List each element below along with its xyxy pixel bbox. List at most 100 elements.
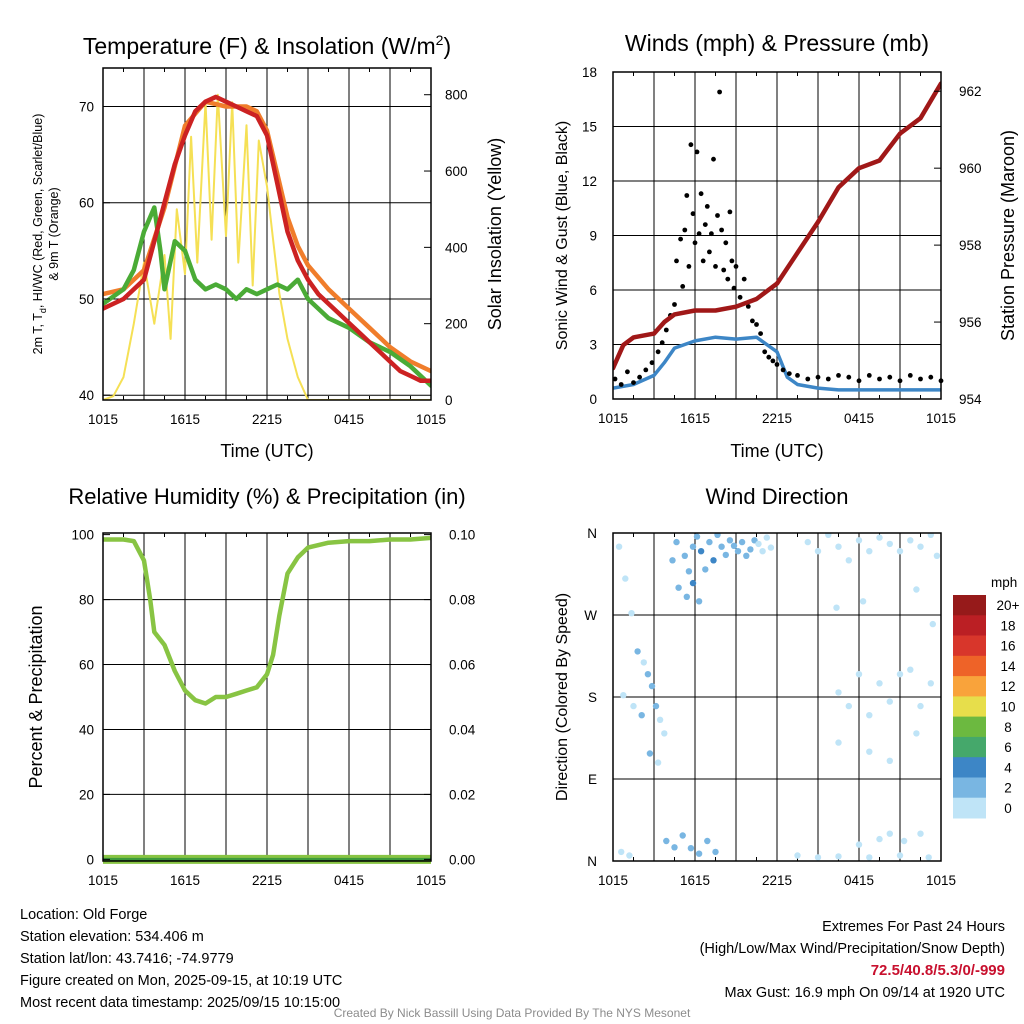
- gust-point: [631, 380, 636, 385]
- direction-point: [689, 543, 697, 550]
- gust-point: [846, 374, 852, 380]
- y2-tick-label: 960: [959, 161, 982, 176]
- gust-point: [877, 376, 882, 382]
- direction-point: [683, 593, 690, 600]
- y-tick-label: N: [587, 526, 597, 541]
- direction-point: [747, 546, 754, 553]
- legend-label: 6: [1004, 740, 1012, 755]
- y-axis-label: Percent & Precipitation: [26, 605, 46, 788]
- direction-point: [866, 748, 873, 755]
- gust-point: [698, 191, 704, 197]
- gust-point: [758, 331, 763, 336]
- y-tick-label: N: [587, 854, 597, 869]
- legend-swatch: [953, 655, 986, 677]
- gust-point: [618, 382, 624, 387]
- gust-point: [674, 258, 679, 264]
- direction-point: [630, 702, 637, 710]
- gust-point: [719, 227, 724, 233]
- direction-point: [876, 680, 883, 687]
- y2-tick-label: 400: [445, 240, 468, 255]
- x-tick-label: 1015: [88, 412, 118, 427]
- gust-point: [766, 354, 772, 360]
- y-tick-label: 6: [589, 283, 597, 298]
- gust-point: [707, 249, 712, 255]
- x-tick-label: 1015: [416, 873, 446, 888]
- legend-swatch: [953, 716, 986, 738]
- gust-point: [672, 302, 677, 307]
- direction-point: [907, 537, 914, 544]
- gust-point: [795, 373, 800, 378]
- direction-point: [712, 848, 719, 856]
- gust-point: [897, 378, 903, 384]
- legend-swatch: [953, 676, 986, 697]
- y-tick-label: 0: [86, 852, 94, 867]
- legend-label: 14: [1000, 659, 1016, 674]
- x-tick-label: 1615: [680, 411, 710, 426]
- y-tick-label: 9: [589, 229, 597, 244]
- series-pressure: [613, 81, 941, 371]
- direction-point: [738, 538, 746, 546]
- direction-point: [702, 566, 709, 573]
- y-tick-label: 15: [582, 120, 597, 135]
- gust-point: [721, 267, 727, 273]
- credit-text: Created By Nick Bassill Using Data Provi…: [333, 1006, 691, 1020]
- direction-point: [730, 542, 738, 549]
- gust-point: [711, 156, 716, 162]
- chart-title: Winds (mph) & Pressure (mb): [625, 30, 929, 56]
- chart-panel-2: 1015 1615 2215 0415 1015 0 20 40 60 80 100 0.00 0.02…: [26, 484, 476, 888]
- direction-point: [618, 848, 625, 856]
- direction-point: [652, 702, 660, 710]
- direction-point: [896, 852, 904, 859]
- chart-title: Relative Humidity (%) & Precipitation (i…: [68, 484, 465, 509]
- gust-point: [612, 376, 618, 382]
- legend-label: 10: [1000, 700, 1015, 715]
- y-axis-label: Sonic Wind & Gust (Blue, Black): [554, 121, 571, 350]
- direction-point: [718, 543, 725, 550]
- direction-point: [759, 548, 766, 555]
- gust-point: [643, 367, 649, 373]
- gust-point: [762, 349, 768, 355]
- direction-point: [794, 852, 801, 859]
- direction-point: [917, 702, 924, 710]
- gust-point: [836, 373, 841, 378]
- direction-point: [638, 712, 645, 719]
- gust-point: [678, 236, 683, 242]
- direction-point: [814, 548, 822, 555]
- gust-point: [625, 369, 630, 375]
- legend-label: 18: [1000, 618, 1015, 633]
- x-tick-label: 1015: [926, 411, 956, 426]
- gust-point: [733, 264, 739, 269]
- gust-point: [684, 193, 690, 198]
- legend-swatch: [953, 595, 986, 616]
- x-tick-label: 0415: [844, 873, 874, 888]
- gust-point: [694, 149, 700, 155]
- x-tick-label: 1015: [416, 412, 446, 427]
- direction-point: [855, 537, 863, 544]
- legend-label: 20+: [997, 598, 1020, 613]
- direction-point: [886, 757, 893, 764]
- x-tick-label: 2215: [762, 411, 792, 426]
- y-tick-label: 60: [79, 196, 94, 211]
- x-axis-label: Time (UTC): [730, 441, 823, 461]
- series-relative-humidity: [103, 535, 431, 706]
- direction-point: [675, 584, 682, 591]
- direction-point: [743, 552, 750, 559]
- gust-point: [686, 264, 692, 269]
- direction-point: [835, 853, 842, 860]
- x-tick-label: 2215: [252, 873, 282, 888]
- direction-point: [855, 671, 863, 678]
- direction-point: [648, 682, 656, 690]
- direction-point: [859, 598, 867, 605]
- y-tick-label: S: [588, 690, 597, 705]
- gust-point: [680, 284, 686, 289]
- direction-point: [763, 534, 770, 541]
- x-tick-label: 1015: [598, 411, 628, 426]
- y-tick-label: 20: [79, 787, 94, 802]
- y2-axis-label: Station Pressure (Maroon): [998, 130, 1018, 341]
- y-tick-label: 18: [582, 65, 597, 80]
- direction-point: [620, 692, 627, 699]
- y2-axis-label: Solar Insolation (Yellow): [485, 138, 505, 330]
- gust-point: [770, 358, 776, 364]
- extremes-subtitle: (High/Low/Max Wind/Precipitation/Snow De…: [699, 941, 1005, 957]
- legend-swatch: [953, 797, 986, 819]
